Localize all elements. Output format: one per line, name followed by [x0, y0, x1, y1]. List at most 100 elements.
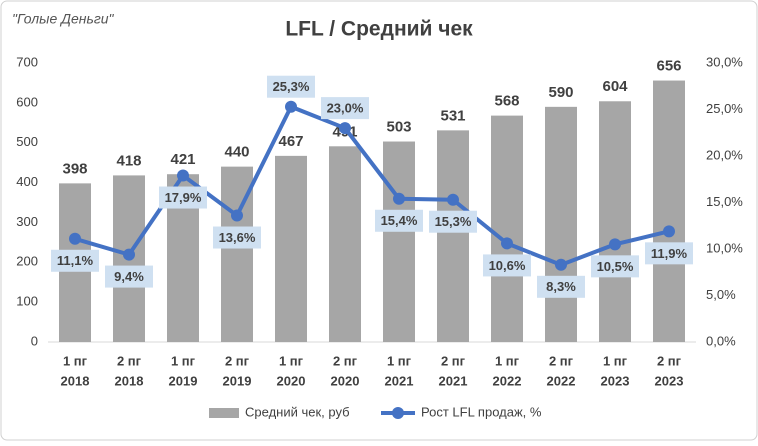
line-marker — [609, 238, 621, 251]
x-tick-label: 1 пг — [279, 353, 304, 368]
data-label-box — [213, 226, 261, 249]
line-marker — [69, 232, 81, 245]
x-tick-label: 2022 — [547, 373, 576, 388]
line-marker — [123, 248, 135, 261]
x-tick-label: 2019 — [169, 373, 198, 388]
line-value-label: 23,0% — [327, 101, 364, 116]
line-value-label: 9,4% — [114, 269, 144, 284]
y-tick-label: 600 — [16, 94, 38, 109]
bar-value-label: 440 — [224, 144, 249, 161]
bar-value-label: 604 — [602, 78, 628, 95]
y2-tick-label: 25,0% — [706, 101, 743, 116]
x-tick-label: 2022 — [493, 373, 522, 388]
x-tick-label: 2 пг — [225, 353, 250, 368]
y-tick-label: 400 — [16, 174, 38, 189]
data-label-box — [375, 209, 423, 232]
line-marker — [663, 225, 675, 238]
y-tick-label: 500 — [16, 134, 38, 149]
x-tick-label: 2 пг — [333, 353, 358, 368]
legend-label: Рост LFL продаж, % — [421, 404, 542, 419]
x-tick-label: 2018 — [115, 373, 144, 388]
y-tick-label: 0 — [31, 333, 38, 348]
data-label-box — [591, 255, 639, 278]
line-value-label: 15,3% — [435, 214, 472, 229]
bar-value-label: 421 — [170, 151, 195, 168]
legend-label: Средний чек, руб — [245, 404, 350, 419]
x-tick-label: 2020 — [331, 373, 360, 388]
data-label-box — [159, 186, 207, 209]
bar-value-label: 398 — [62, 160, 87, 177]
bar — [383, 141, 415, 342]
x-tick-label: 2023 — [655, 373, 684, 388]
bar-value-label: 467 — [278, 133, 303, 150]
x-tick-label: 2020 — [277, 373, 306, 388]
data-label-box — [645, 242, 693, 265]
line-value-label: 11,9% — [651, 246, 688, 261]
bar — [545, 106, 577, 342]
legend-swatch — [209, 408, 239, 418]
watermark: "Голые Деньги" — [12, 11, 115, 27]
line-value-label: 11,1% — [57, 253, 94, 268]
line-value-label: 10,6% — [489, 258, 526, 273]
y2-tick-label: 10,0% — [706, 240, 743, 255]
x-tick-label: 2 пг — [117, 353, 142, 368]
x-tick-label: 1 пг — [63, 353, 88, 368]
line-value-label: 25,3% — [273, 79, 310, 94]
y-tick-label: 300 — [16, 214, 38, 229]
chart-title: LFL / Средний чек — [285, 18, 473, 41]
y2-tick-label: 0,0% — [706, 333, 736, 348]
x-tick-label: 2023 — [601, 373, 630, 388]
bar-value-label: 568 — [494, 93, 519, 110]
x-tick-label: 2 пг — [549, 353, 574, 368]
x-tick-label: 2 пг — [657, 353, 682, 368]
y-tick-label: 100 — [16, 294, 38, 309]
data-label-box — [51, 249, 99, 272]
line-marker — [285, 100, 297, 113]
data-label-box — [321, 97, 369, 120]
x-tick-label: 2019 — [223, 373, 252, 388]
line-marker — [501, 237, 513, 250]
x-tick-label: 1 пг — [603, 353, 628, 368]
bar-value-label: 656 — [656, 58, 681, 75]
bar-value-label: 590 — [548, 84, 573, 101]
x-tick-label: 1 пг — [387, 353, 412, 368]
bar — [329, 146, 361, 342]
bar — [491, 115, 523, 343]
x-tick-label: 2 пг — [441, 353, 466, 368]
line-marker — [447, 193, 459, 206]
data-label-box — [537, 275, 585, 298]
line-marker — [177, 169, 189, 182]
line-value-label: 15,4% — [381, 213, 418, 228]
x-tick-label: 2021 — [439, 373, 468, 388]
line-marker — [393, 192, 405, 205]
bar-value-label: 503 — [386, 118, 411, 135]
data-label-box — [105, 265, 153, 288]
line-value-label: 17,9% — [165, 190, 202, 205]
line-marker — [339, 122, 351, 135]
line-marker — [231, 209, 243, 222]
y2-tick-label: 15,0% — [706, 194, 743, 209]
bar-value-label: 418 — [116, 152, 141, 169]
x-tick-label: 1 пг — [495, 353, 520, 368]
line-value-label: 13,6% — [219, 230, 256, 245]
y2-tick-label: 30,0% — [706, 54, 743, 69]
y2-tick-label: 5,0% — [706, 287, 736, 302]
data-label-box — [429, 210, 477, 233]
line-value-label: 8,3% — [546, 279, 576, 294]
y2-tick-label: 20,0% — [706, 147, 743, 162]
x-tick-label: 2018 — [61, 373, 90, 388]
bar — [275, 155, 307, 342]
bar — [437, 130, 469, 342]
legend-swatch — [392, 407, 404, 419]
x-tick-label: 2021 — [385, 373, 414, 388]
line-value-label: 10,5% — [597, 259, 634, 274]
data-label-box — [267, 75, 315, 98]
bar — [653, 80, 685, 342]
data-label-box — [483, 254, 531, 277]
line-marker — [555, 258, 567, 271]
y-tick-label: 700 — [16, 54, 38, 69]
bar — [599, 101, 631, 343]
bar-value-label: 531 — [440, 107, 465, 124]
y-tick-label: 200 — [16, 254, 38, 269]
